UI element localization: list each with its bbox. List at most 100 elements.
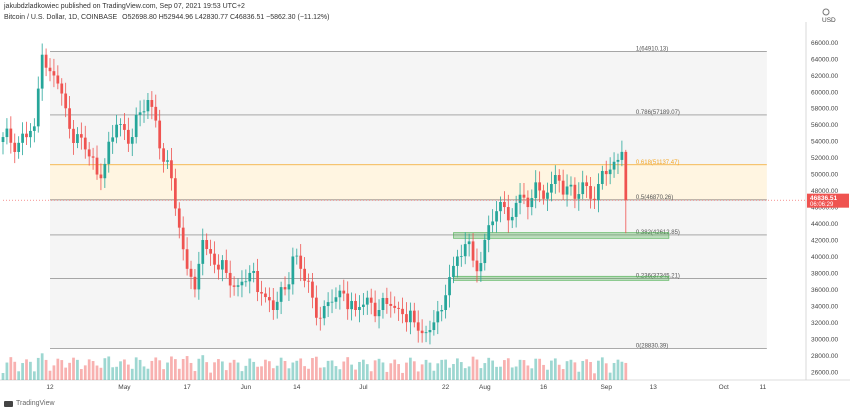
x-tick-label: 17 (183, 384, 191, 391)
y-tick-label: 46000.00 (811, 205, 838, 212)
volume-bar (522, 360, 526, 380)
volume-bar (534, 358, 538, 380)
y-tick-label: 40000.00 (811, 254, 838, 261)
volume-bar (287, 368, 291, 380)
volume-bar (209, 372, 212, 380)
x-tick-label: 12 (46, 384, 54, 391)
volume-bar (95, 365, 99, 380)
volume-bar (573, 362, 577, 380)
volume-bar (495, 366, 498, 380)
candle-body (248, 272, 252, 282)
volume-bar (299, 358, 303, 380)
candle-body (162, 148, 165, 162)
y-tick-label: 48000.00 (811, 188, 838, 195)
volume-bar (126, 364, 130, 380)
volume-bar (256, 366, 259, 380)
candle-body (569, 184, 573, 187)
candle-body (158, 120, 162, 149)
x-tick-label: 11 (760, 384, 767, 391)
candle-body (604, 171, 608, 175)
candle-body (526, 197, 530, 208)
volume-bar (409, 357, 412, 380)
candle-body (232, 285, 236, 287)
volume-bar (72, 357, 75, 380)
candle-body (585, 182, 589, 187)
candle-body (581, 182, 585, 195)
y-tick-label: 60000.00 (811, 89, 838, 96)
candle-body (553, 175, 557, 184)
y-tick-label: 32000.00 (811, 320, 838, 327)
candle-body (420, 330, 424, 334)
candle-body (244, 281, 248, 283)
candle-body (17, 142, 21, 152)
volume-bar (518, 359, 522, 380)
candle-body (95, 157, 99, 175)
currency-label: USD (822, 17, 836, 24)
volume-bar (369, 371, 373, 380)
volume-bar (397, 364, 400, 380)
fib-level-label: 0.786(57189.07) (636, 110, 680, 116)
volume-bar (44, 359, 48, 380)
volume-bar (334, 366, 338, 380)
volume-bar (271, 368, 275, 380)
candle-body (181, 227, 185, 250)
candle-body (597, 184, 600, 201)
volume-bar (189, 362, 193, 380)
fib-level-label: 0(28830.39) (636, 343, 668, 349)
y-tick-label: 28000.00 (811, 353, 838, 360)
candle-body (205, 240, 209, 250)
volume-bar (52, 365, 56, 380)
volume-bar (420, 364, 424, 380)
y-tick-label: 62000.00 (811, 73, 838, 80)
volume-bar (264, 359, 267, 380)
candle-body (40, 54, 44, 89)
candle-body (612, 161, 616, 170)
volume-bar (342, 361, 346, 380)
y-tick-label: 58000.00 (811, 106, 838, 113)
candle-body (389, 303, 393, 306)
candle-body (530, 198, 534, 208)
candle-body (487, 225, 491, 240)
candle-body (322, 306, 326, 319)
volume-bar (48, 370, 52, 380)
brand-logo[interactable]: TradingView (4, 400, 55, 407)
candle-body (299, 255, 303, 269)
y-tick-label: 52000.00 (811, 155, 838, 162)
candle-body (424, 332, 428, 334)
candle-body (503, 201, 506, 208)
volume-bar (510, 367, 514, 380)
volume-bar (550, 360, 553, 380)
volume-bar (267, 361, 271, 380)
volume-bar (185, 356, 189, 380)
y-tick-label: 50000.00 (811, 172, 838, 179)
candle-body (228, 272, 232, 286)
volume-bar (338, 369, 342, 380)
candle-body (1, 137, 5, 142)
volume-bar (232, 359, 236, 380)
candle-body (68, 108, 71, 129)
candle-body (550, 184, 553, 193)
candle-body (600, 171, 604, 184)
candle-body (52, 71, 56, 76)
volume-bar (546, 369, 549, 380)
volume-bar (68, 362, 71, 380)
candle-body (56, 75, 60, 84)
candle-body (318, 317, 322, 319)
volume-bar (597, 360, 600, 380)
volume-bar (424, 359, 428, 380)
candle-body (64, 93, 68, 109)
candle-body (326, 302, 330, 307)
candle-body (44, 54, 48, 68)
candle-body (72, 128, 75, 143)
volume-bar (193, 371, 197, 380)
volume-bar (381, 362, 385, 380)
x-tick-label: Jul (359, 384, 368, 391)
candle-body (36, 88, 40, 127)
y-tick-label: 36000.00 (811, 287, 838, 294)
volume-bar (354, 369, 357, 380)
candle-body (83, 137, 87, 150)
tradingview-logo-icon (4, 400, 13, 407)
volume-bar (5, 362, 9, 380)
